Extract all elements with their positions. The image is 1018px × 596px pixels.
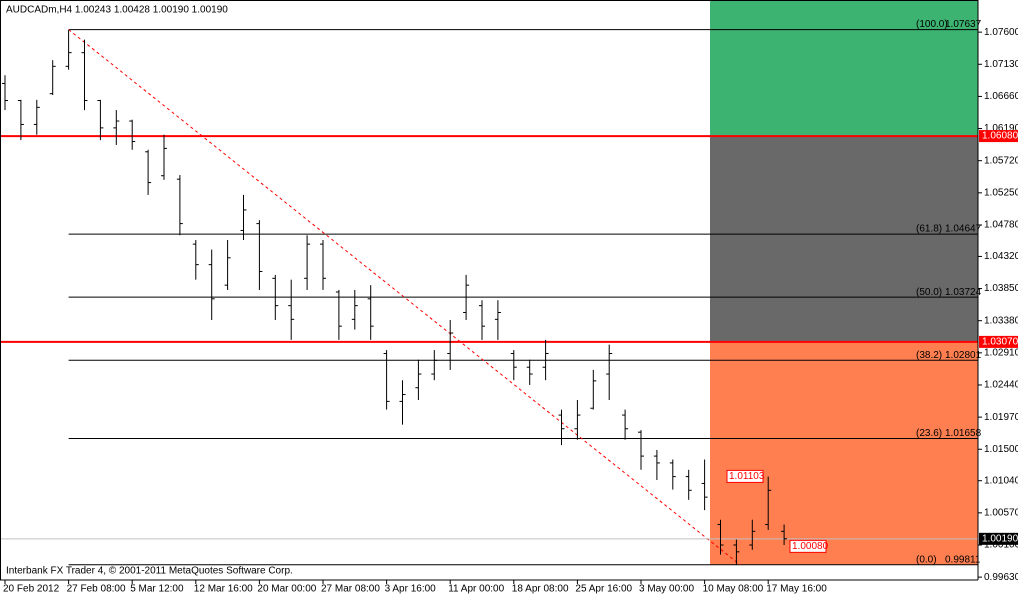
fib-price: 1.03724 — [945, 287, 982, 298]
fib-price: 0.99811 — [945, 554, 981, 565]
x-tick-label: 20 Mar 00:00 — [257, 584, 316, 595]
x-tick-label: 27 Mar 08:00 — [321, 584, 380, 595]
y-tick-label: 0.99630 — [984, 572, 1018, 583]
x-tick-label: 18 Apr 08:00 — [512, 584, 569, 595]
y-tick-label: 1.01500 — [984, 444, 1018, 455]
y-tick-label: 1.04320 — [984, 251, 1018, 262]
footer: Interbank FX Trader 4, © 2001-2011 MetaQ… — [6, 566, 293, 577]
chart-title: AUDCADm,H4 1.00243 1.00428 1.00190 1.001… — [6, 5, 228, 16]
x-tick-label: 3 May 00:00 — [639, 584, 694, 595]
fib-price: 1.01658 — [945, 428, 982, 439]
x-tick-label: 11 Apr 00:00 — [448, 584, 504, 595]
y-tick-label: 1.07130 — [984, 59, 1018, 70]
x-tick-label: 12 Mar 16:00 — [194, 584, 253, 595]
fib-price: 1.02801 — [945, 350, 982, 361]
price-label-box — [789, 539, 827, 553]
y-tick-label: 1.00570 — [984, 507, 1018, 518]
price-tag — [979, 130, 1018, 143]
y-tick-label: 1.03850 — [984, 283, 1018, 294]
y-tick-label: 1.06660 — [984, 91, 1018, 102]
y-tick-label: 1.03380 — [984, 315, 1018, 326]
fib-price: 1.07637 — [945, 19, 982, 30]
x-tick-label: 25 Apr 16:00 — [575, 584, 632, 595]
trendline — [68, 29, 741, 566]
y-tick-label: 1.01970 — [984, 412, 1018, 423]
fib-level: (50.0) — [916, 287, 942, 298]
fib-level: (100.0) — [916, 19, 948, 30]
price-tag-label: 1.03070 — [982, 337, 1018, 348]
price-tag-label: 1.06080 — [982, 131, 1018, 142]
price-label-box — [726, 469, 764, 483]
x-tick-label: 17 May 16:00 — [766, 584, 827, 595]
y-tick-label: 1.05250 — [984, 187, 1018, 198]
fib-price: 1.04647 — [945, 224, 982, 235]
y-tick-label: 1.05720 — [984, 155, 1018, 166]
y-tick-label: 1.00100 — [984, 540, 1018, 551]
y-tick-label: 1.01040 — [984, 475, 1018, 486]
price-label: 1.01103 — [729, 471, 765, 482]
y-tick-label: 1.04780 — [984, 220, 1018, 231]
price-tag — [979, 335, 1018, 348]
fib-level: (38.2) — [916, 350, 942, 361]
y-tick-label: 1.02440 — [984, 380, 1018, 391]
zone — [710, 341, 978, 565]
y-tick-label: 1.02910 — [984, 347, 1018, 358]
x-tick-label: 10 May 08:00 — [703, 584, 764, 595]
zone — [710, 0, 978, 137]
zone — [710, 136, 978, 342]
y-tick-label: 1.06190 — [984, 123, 1018, 134]
x-tick-label: 20 Feb 2012 — [3, 584, 60, 595]
fib-level: (0.0) — [916, 554, 937, 565]
fib-level: (23.6) — [916, 428, 942, 439]
x-tick-label: 27 Feb 08:00 — [67, 584, 126, 595]
y-tick-label: 1.07600 — [984, 27, 1018, 38]
x-tick-label: 3 Apr 16:00 — [385, 584, 437, 595]
current-price-tag — [979, 532, 1018, 545]
x-tick-label: 5 Mar 12:00 — [130, 584, 184, 595]
current-price-label: 1.00190 — [982, 533, 1018, 544]
price-label: 1.00080 — [792, 541, 829, 552]
fib-level: (61.8) — [916, 224, 942, 235]
